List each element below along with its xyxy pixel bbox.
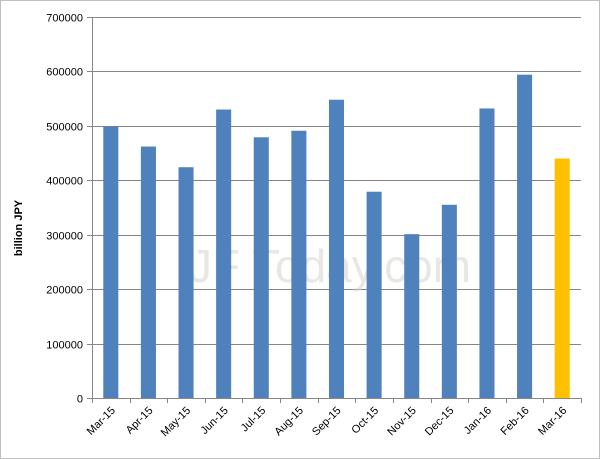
bar-Jun-15 — [216, 109, 232, 398]
bar-Apr-15 — [140, 146, 156, 398]
y-tick-label: 600000 — [46, 67, 83, 79]
bar-Dec-15 — [441, 204, 457, 398]
y-axis-ticks: 0 100000 200000 300000 400000 500000 600000 700… — [46, 13, 92, 406]
x-tick-label: Mar-15 — [85, 405, 118, 438]
bars — [103, 74, 570, 399]
bar-Jan-16 — [479, 108, 495, 398]
y-axis-label: billion JPY — [13, 199, 25, 256]
bar-Mar-15 — [103, 126, 119, 399]
y-tick-label: 100000 — [46, 340, 83, 352]
y-tick-label: 200000 — [46, 285, 83, 297]
y-tick-label: 300000 — [46, 231, 83, 243]
x-tick-label: Jul-15 — [239, 405, 269, 435]
x-tick-label: Nov-15 — [385, 405, 419, 439]
bar-Sep-15 — [328, 99, 345, 398]
bar-May-15 — [178, 167, 194, 398]
bar-Jul-15 — [253, 137, 269, 399]
bar-Mar-16 — [554, 158, 570, 398]
x-tick-label: Oct-15 — [349, 405, 381, 437]
x-tick-label: Aug-15 — [272, 405, 306, 439]
x-tick-label: Mar-16 — [536, 405, 569, 438]
x-tick-label: Feb-16 — [499, 405, 532, 438]
x-tick-label: May-15 — [159, 405, 193, 439]
x-axis-ticks: Mar-15 Apr-15 May-15 Jun-15 Jul-15 Aug-15 Sep-… — [85, 398, 582, 439]
x-tick-label: Sep-15 — [310, 405, 344, 439]
x-tick-label: Dec-15 — [423, 405, 457, 439]
bar-Nov-15 — [404, 234, 420, 398]
bar-Oct-15 — [366, 191, 382, 398]
bar-Aug-15 — [291, 130, 307, 398]
x-tick-label: Apr-15 — [124, 405, 156, 437]
x-tick-label: Jun-15 — [199, 405, 231, 437]
y-tick-label: 500000 — [46, 122, 83, 134]
y-tick-label: 0 — [77, 394, 83, 406]
y-tick-label: 700000 — [46, 13, 83, 25]
x-tick-label: Jan-16 — [462, 405, 494, 437]
y-tick-label: 400000 — [46, 176, 83, 188]
bar-Feb-16 — [517, 74, 533, 398]
